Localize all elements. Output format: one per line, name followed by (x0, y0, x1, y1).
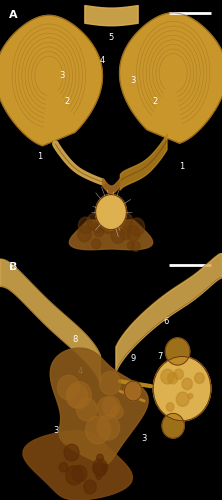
Circle shape (111, 405, 123, 418)
Circle shape (103, 396, 120, 416)
Text: 8: 8 (73, 334, 78, 344)
Circle shape (127, 242, 134, 249)
Circle shape (99, 372, 121, 395)
Circle shape (92, 239, 101, 249)
Circle shape (97, 454, 103, 462)
Circle shape (98, 397, 118, 419)
Circle shape (97, 415, 120, 440)
Text: 3: 3 (131, 76, 136, 86)
Text: 7: 7 (157, 352, 163, 361)
Circle shape (100, 214, 116, 234)
Circle shape (168, 372, 178, 384)
Circle shape (188, 394, 193, 398)
Circle shape (87, 214, 102, 230)
Text: 3: 3 (53, 426, 58, 435)
Circle shape (93, 459, 107, 475)
Circle shape (77, 226, 91, 242)
Polygon shape (120, 13, 222, 143)
Circle shape (78, 217, 93, 234)
Text: 1: 1 (179, 162, 185, 171)
Circle shape (162, 414, 184, 438)
Circle shape (85, 416, 110, 444)
Circle shape (153, 356, 211, 421)
Circle shape (84, 480, 96, 494)
Circle shape (127, 226, 140, 241)
Polygon shape (69, 220, 153, 250)
Circle shape (59, 462, 68, 472)
Text: 6: 6 (179, 409, 185, 418)
Circle shape (120, 228, 130, 239)
Circle shape (66, 384, 88, 408)
Circle shape (129, 218, 145, 236)
Circle shape (64, 444, 79, 461)
Text: 5: 5 (108, 34, 114, 42)
Text: A: A (9, 10, 18, 20)
Text: 2: 2 (64, 96, 69, 106)
Circle shape (165, 338, 190, 365)
Circle shape (96, 474, 101, 480)
Circle shape (182, 378, 192, 390)
Circle shape (66, 466, 83, 485)
Circle shape (72, 466, 87, 482)
Text: B: B (9, 262, 17, 272)
Circle shape (93, 462, 106, 476)
Polygon shape (23, 430, 132, 500)
Text: 4: 4 (77, 367, 83, 376)
Circle shape (111, 228, 125, 244)
Circle shape (161, 369, 174, 384)
Text: 3: 3 (142, 434, 147, 442)
Circle shape (124, 381, 142, 401)
Text: 5: 5 (186, 367, 191, 376)
Circle shape (95, 194, 127, 230)
Text: 9: 9 (131, 354, 136, 364)
Polygon shape (0, 16, 102, 146)
Circle shape (94, 222, 103, 233)
Circle shape (176, 392, 189, 406)
Circle shape (131, 242, 140, 252)
Text: 3: 3 (59, 71, 65, 80)
Circle shape (94, 226, 104, 237)
Circle shape (119, 213, 133, 228)
Text: 2: 2 (153, 96, 158, 106)
Circle shape (57, 375, 80, 400)
Circle shape (97, 219, 106, 228)
Circle shape (195, 373, 204, 384)
Text: 6: 6 (164, 318, 169, 326)
Circle shape (102, 464, 108, 470)
Circle shape (67, 382, 91, 408)
Circle shape (174, 369, 183, 380)
Circle shape (77, 398, 97, 421)
Text: 4: 4 (99, 56, 105, 65)
Circle shape (166, 403, 174, 411)
Polygon shape (50, 348, 148, 464)
Text: 1: 1 (37, 152, 43, 161)
